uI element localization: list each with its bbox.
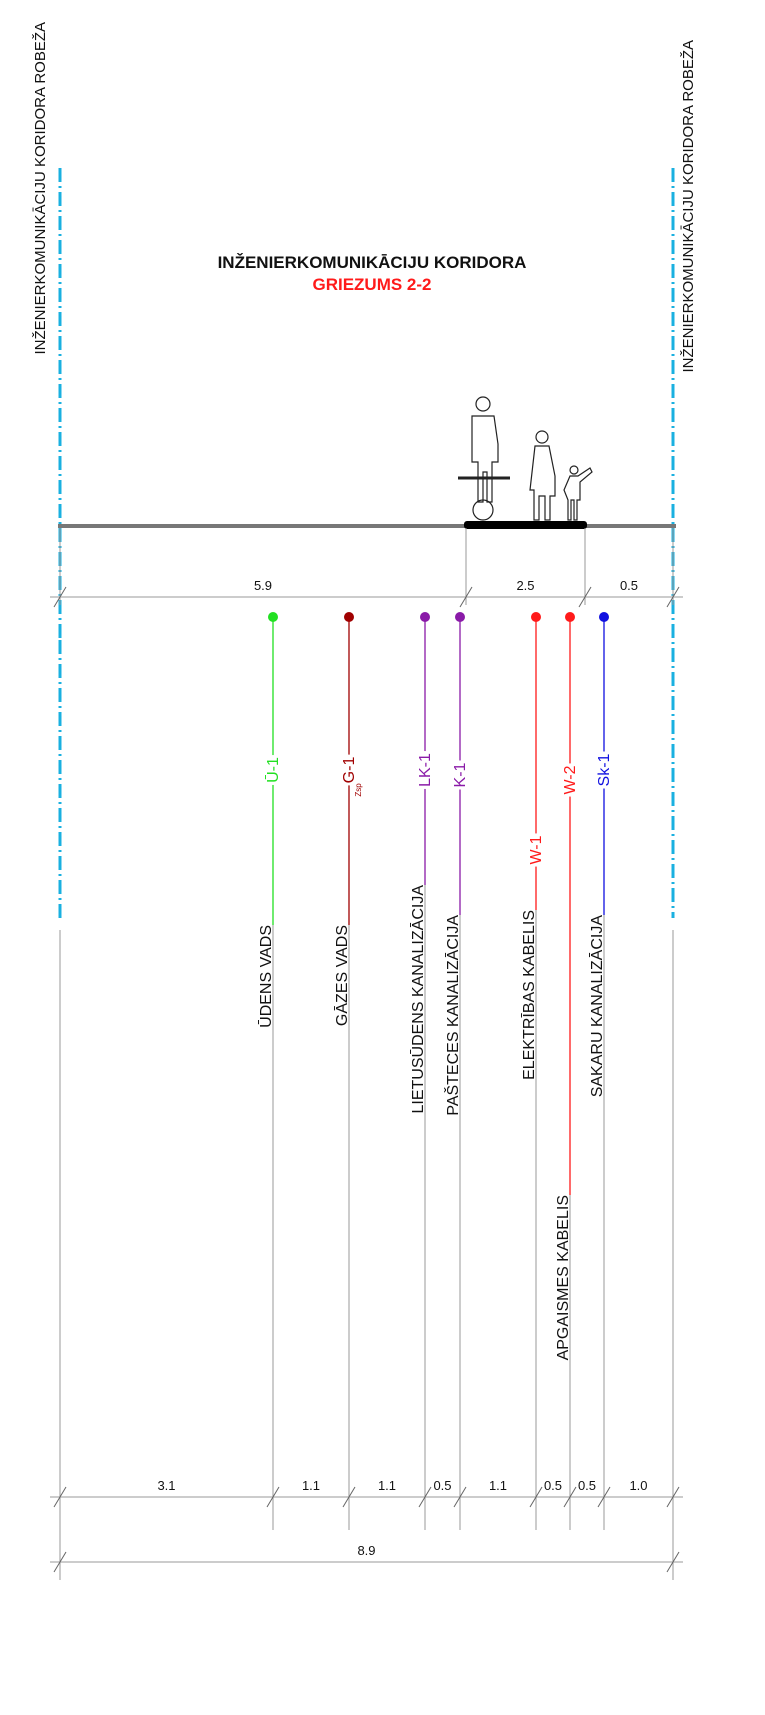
boundaries: [58, 168, 675, 1580]
dimension-label: 1.0: [629, 1478, 647, 1493]
boundary-label-left: INŽENIERKOMUNIKĀCIJU KORIDORA ROBEŽA: [32, 22, 49, 355]
code-mask: [534, 833, 538, 867]
utility-marker: [455, 612, 465, 622]
code-mask: [347, 754, 351, 786]
utility-name: GĀZES VADS: [333, 925, 351, 1026]
utility-name: SAKARU KANALIZĀCIJA: [588, 915, 606, 1098]
code-mask: [458, 760, 462, 790]
dimension-tick: [666, 1486, 680, 1508]
utility-name: ŪDENS VADS: [257, 925, 275, 1028]
subtitle: GRIEZUMS 2-2: [312, 275, 431, 294]
dimension-tick: [666, 586, 680, 608]
utility-marker: [565, 612, 575, 622]
dimension-label: 1.1: [302, 1478, 320, 1493]
dimension-label: 8.9: [357, 1543, 375, 1558]
utility-sub: Zsp: [354, 783, 363, 797]
utility-marker: [420, 612, 430, 622]
utility-code: W-1: [528, 835, 545, 864]
utility-code: K-1: [452, 762, 469, 787]
dimension-tick: [53, 1551, 67, 1573]
utility-code: LK-1: [417, 753, 434, 787]
ground: [58, 521, 676, 529]
dimension-tick: [459, 586, 473, 608]
utility-marker: [268, 612, 278, 622]
dimension-label: 1.1: [378, 1478, 396, 1493]
utility-code: W-2: [562, 765, 579, 794]
dimension-label: 5.9: [254, 578, 272, 593]
dimension-tick: [578, 586, 592, 608]
dimension-tick: [597, 1486, 611, 1508]
dimension-label: 0.5: [578, 1478, 596, 1493]
boundary-label-right: INŽENIERKOMUNIKĀCIJU KORIDORA ROBEŽA: [680, 40, 697, 373]
utility-marker: [344, 612, 354, 622]
dimension-label: 1.1: [489, 1478, 507, 1493]
dimension-tick: [563, 1486, 577, 1508]
utility-name: APGAISMES KABELIS: [555, 1195, 572, 1360]
utility-code: Sk-1: [596, 753, 613, 786]
code-mask: [423, 751, 427, 789]
dimension-tick: [666, 1551, 680, 1573]
utility-code: G-1: [341, 757, 358, 784]
dimension-label: 0.5: [620, 578, 638, 593]
pedestrians-icon: [458, 396, 593, 521]
code-mask: [568, 763, 572, 797]
dimension-label: 2.5: [516, 578, 534, 593]
dimension-tick: [529, 1486, 543, 1508]
utility-marker: [531, 612, 541, 622]
dimension-tick: [453, 1486, 467, 1508]
dimension-label: 3.1: [157, 1478, 175, 1493]
dimension-tick: [266, 1486, 280, 1508]
utility-name: PAŠTECES KANALIZĀCIJA: [443, 915, 462, 1116]
dimension-tick: [53, 1486, 67, 1508]
utility-name: ELEKTRĪBAS KABELIS: [520, 910, 538, 1080]
dimension-label: 0.5: [544, 1478, 562, 1493]
utility-marker: [599, 612, 609, 622]
utility-name: LIETUSŪDENS KANALIZĀCIJA: [409, 885, 427, 1114]
dimension-tick: [53, 586, 67, 608]
title: INŽENIERKOMUNIKĀCIJU KORIDORA: [218, 253, 527, 272]
code-mask: [271, 755, 275, 785]
utility-code: Ū-1: [264, 757, 282, 783]
dimension-tick: [342, 1486, 356, 1508]
code-mask: [602, 751, 606, 789]
dimension-label: 0.5: [433, 1478, 451, 1493]
dimension-tick: [418, 1486, 432, 1508]
